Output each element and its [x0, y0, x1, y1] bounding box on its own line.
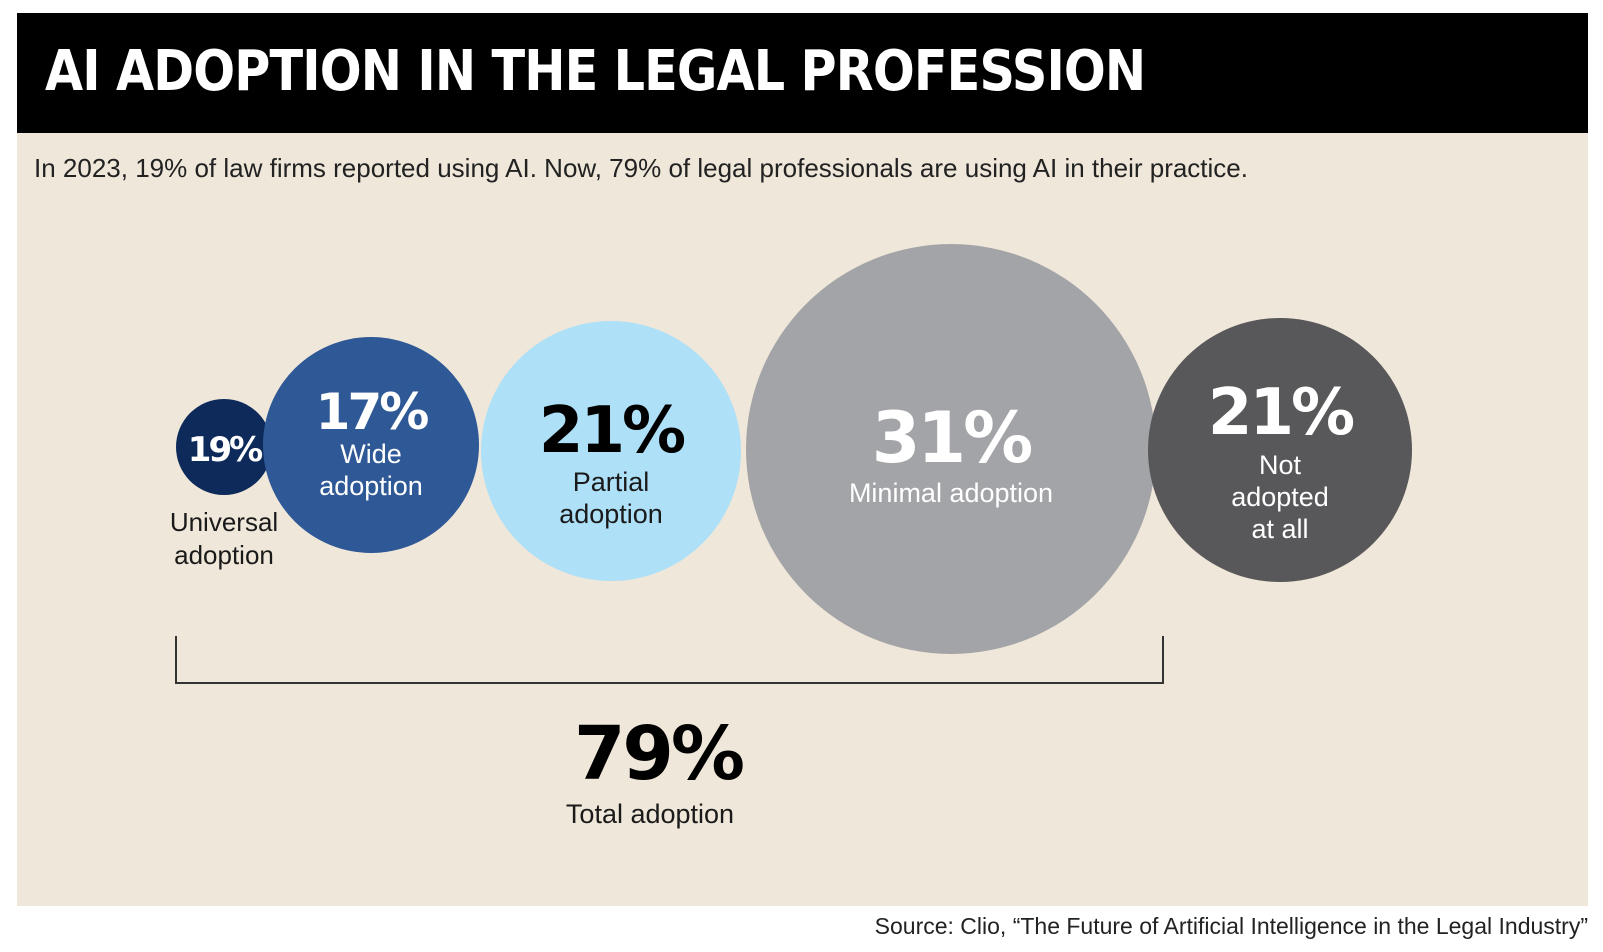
chart-subtitle: In 2023, 19% of law firms reported using… [34, 153, 1248, 183]
category-label-minimal: Minimal adoption [849, 478, 1053, 508]
category-label-not-adopted: at all [1251, 514, 1308, 544]
chart-panel: In 2023, 19% of law firms reported using… [17, 133, 1588, 906]
bubble-partial [481, 321, 741, 581]
total-value: 79% [574, 711, 743, 797]
category-label-universal: Universal [170, 507, 278, 537]
bubble-minimal [746, 244, 1156, 654]
category-label-not-adopted: Not [1259, 450, 1302, 480]
total-label: Total adoption [566, 799, 734, 829]
value-label-universal: 19% [188, 430, 262, 470]
source-note: Source: Clio, “The Future of Artificial … [874, 913, 1588, 939]
bubble-universal [176, 399, 272, 495]
bubble-not-adopted [1148, 318, 1412, 582]
category-label-partial: adoption [559, 499, 663, 529]
category-label-wide: Wide [340, 439, 402, 469]
category-label-not-adopted: adopted [1231, 482, 1329, 512]
bubble-wide [263, 337, 479, 553]
value-label-partial: 21% [539, 394, 685, 468]
category-label-partial: Partial [573, 467, 650, 497]
category-label-universal: adoption [174, 540, 274, 570]
value-label-minimal: 31% [872, 397, 1031, 479]
value-label-wide: 17% [316, 383, 429, 441]
title-bar: AI ADOPTION IN THE LEGAL PROFESSION [17, 13, 1588, 133]
category-label-wide: adoption [319, 471, 423, 501]
total-bracket [175, 636, 1164, 684]
bubble-chart: 19%Universaladoption17%Wideadoption21%Pa… [170, 244, 1412, 829]
chart-title: AI ADOPTION IN THE LEGAL PROFESSION [45, 39, 1146, 104]
value-label-not-adopted: 21% [1208, 376, 1354, 450]
